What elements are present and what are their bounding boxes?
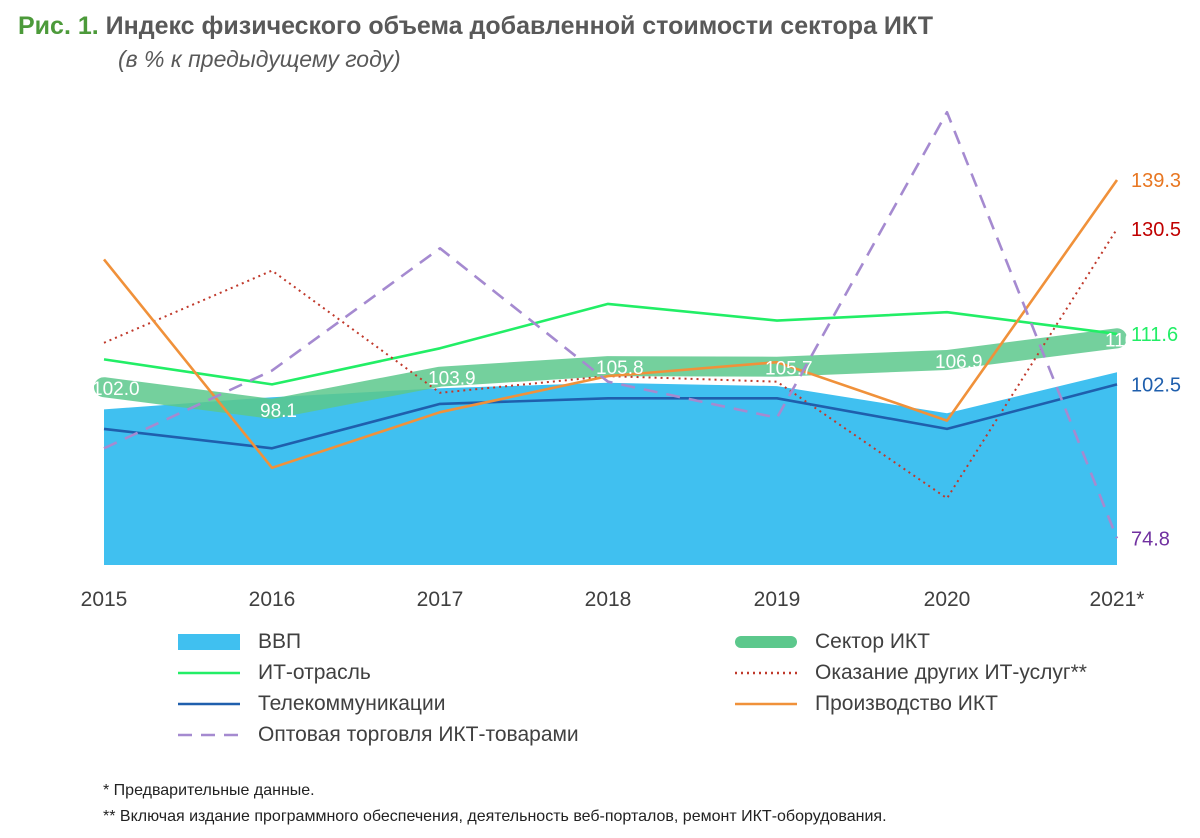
- end-label: 111.6: [1131, 324, 1178, 346]
- end-label: 130.5: [1131, 219, 1181, 241]
- ict-point-label: 105.7: [765, 359, 813, 380]
- ict-point-label: 110.8: [1105, 330, 1151, 351]
- ict-point-label: 98.1: [260, 401, 297, 422]
- end-label: 74.8: [1131, 528, 1170, 550]
- footnote-preliminary: * Предварительные данные.: [103, 782, 315, 799]
- ict-point-label: 103.9: [428, 369, 476, 390]
- end-label: 139.3: [1131, 170, 1181, 192]
- chart-title: Рис. 1. Индекс физического объема добавл…: [18, 12, 933, 41]
- series-line-ит-отрасль: [103, 302, 1118, 386]
- x-tick-label: 2018: [585, 588, 632, 611]
- x-tick-label: 2017: [417, 588, 464, 611]
- gdp-area: [104, 372, 1117, 565]
- end-label: 102.5: [1131, 374, 1181, 396]
- x-tick-label: 2021*: [1090, 588, 1145, 611]
- ict-point-label: 102.0: [92, 379, 140, 400]
- chart-subtitle: (в % к предыдущему году): [118, 46, 401, 72]
- x-tick-label: 2016: [249, 588, 296, 611]
- x-tick-label: 2015: [81, 588, 128, 611]
- ict-point-label: 106.9: [935, 352, 983, 373]
- series-line-производство-икт: [102, 179, 1119, 470]
- ict-point-label: 105.8: [596, 358, 644, 379]
- ict-sector-band: [94, 328, 1127, 419]
- title-text: Индекс физического объема добавленной ст…: [105, 12, 934, 40]
- figure-number: Рис. 1.: [18, 12, 99, 40]
- footnotes: * Предварительные данные. ** Включая изд…: [103, 778, 887, 830]
- series-line-оптовая-торговля-икт-товарами: [103, 110, 1119, 539]
- footnote-it-services: ** Включая издание программного обеспече…: [103, 808, 887, 825]
- x-tick-label: 2019: [754, 588, 801, 611]
- series-line-телекоммуникации: [103, 383, 1118, 450]
- x-tick-label: 2020: [924, 588, 971, 611]
